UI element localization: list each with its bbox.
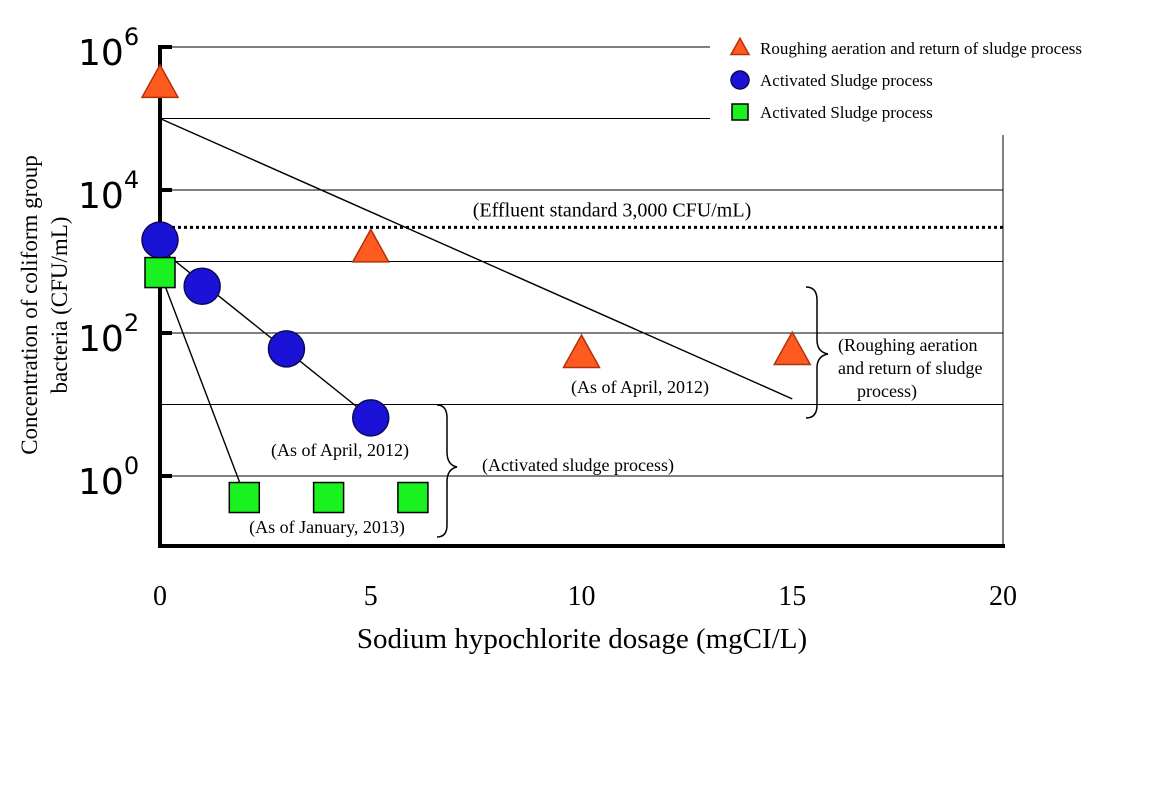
marker-square-2 (312, 481, 345, 514)
legend-label-1: Activated Sludge process (760, 71, 933, 90)
tick-labels: 0 5 10 15 20 100 102 104 106 (78, 23, 1017, 612)
annotation-activated-group: (Activated sludge process) (482, 455, 674, 476)
annotation-january-2013: (As of January, 2013) (249, 517, 405, 538)
brace-activated (436, 404, 458, 538)
trend-line-0 (159, 117, 793, 400)
y-tick-label-1: 102 (78, 309, 139, 360)
marker-triangle-2 (562, 333, 601, 369)
marker-triangle-1 (351, 227, 391, 263)
legend-marker-0 (729, 36, 751, 56)
data-markers (140, 63, 812, 514)
x-tick-label-3: 15 (778, 581, 806, 612)
x-tick-label-4: 20 (989, 581, 1017, 612)
legend: Roughing aeration and return of sludge p… (729, 36, 1082, 122)
legend-label-0: Roughing aeration and return of sludge p… (760, 39, 1082, 58)
legend-label-2: Activated Sludge process (760, 103, 933, 122)
annotation-april-2012-roughing: (As of April, 2012) (571, 377, 709, 398)
marker-triangle-3 (772, 330, 812, 366)
effluent-standard-group: (Effluent standard 3,000 CFU/mL) (160, 199, 1003, 229)
annotation-roughing-group: (Roughing aeration and return of sludge pr… (838, 335, 982, 402)
gridlines (160, 46, 1004, 546)
y-tick-label-0: 100 (78, 452, 139, 503)
annotations: (As of April, 2012) (As of April, 2012) (A… (249, 286, 982, 538)
x-tick-label-1: 5 (364, 581, 378, 612)
effluent-standard-label: (Effluent standard 3,000 CFU/mL) (473, 199, 751, 221)
marker-circle-2 (267, 330, 306, 368)
x-axis-label: Sodium hypochlorite dosage (mgCI/L) (357, 623, 807, 655)
marker-circle-0 (141, 221, 179, 259)
marker-square-0 (144, 256, 176, 289)
x-tick-label-0: 0 (153, 581, 167, 612)
y-tick-label-2: 104 (78, 166, 139, 217)
annotation-april-2012-activated: (As of April, 2012) (271, 440, 409, 461)
marker-square-1 (228, 481, 261, 514)
y-axis-label: Concentration of coliform group bacteria … (17, 155, 72, 455)
marker-circle-3 (352, 399, 390, 437)
marker-triangle-0 (140, 63, 180, 99)
marker-circle-1 (183, 267, 221, 306)
y-tick-label-3: 106 (78, 23, 139, 74)
axes (158, 45, 1005, 548)
legend-marker-1 (730, 70, 750, 90)
marker-square-3 (397, 481, 429, 514)
brace-roughing (805, 286, 829, 419)
x-tick-label-2: 10 (568, 581, 596, 612)
axis-labels: Sodium hypochlorite dosage (mgCI/L) Conce… (17, 155, 807, 655)
trend-lines (159, 117, 793, 495)
trend-line-2 (159, 272, 245, 495)
legend-marker-2 (731, 103, 749, 121)
